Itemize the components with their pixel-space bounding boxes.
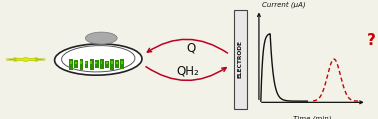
Bar	[121, 61, 123, 64]
Bar	[111, 61, 113, 64]
Bar	[120, 59, 124, 69]
Bar	[95, 62, 98, 64]
Text: Q: Q	[187, 41, 196, 54]
Bar	[79, 59, 83, 69]
Bar	[85, 61, 88, 68]
Bar	[101, 61, 102, 64]
Bar	[80, 61, 82, 64]
FancyArrowPatch shape	[147, 39, 228, 53]
Bar	[70, 59, 73, 70]
Bar	[234, 10, 247, 109]
Text: ELECTRODE: ELECTRODE	[238, 40, 243, 79]
Bar	[95, 60, 99, 68]
Text: Current (μA): Current (μA)	[262, 1, 305, 8]
Ellipse shape	[85, 32, 117, 44]
Bar	[90, 61, 92, 64]
Bar	[100, 59, 104, 69]
Text: Time (min): Time (min)	[293, 116, 331, 119]
Bar	[74, 60, 78, 68]
Bar	[75, 62, 77, 64]
Bar	[90, 59, 93, 70]
Bar	[85, 62, 87, 64]
Bar	[106, 62, 108, 64]
Bar	[115, 60, 119, 68]
Text: QH₂: QH₂	[176, 64, 199, 77]
Polygon shape	[6, 57, 45, 62]
Bar	[116, 62, 118, 64]
Bar	[110, 59, 114, 69]
Text: ?: ?	[367, 33, 376, 48]
Bar	[70, 61, 72, 64]
Ellipse shape	[54, 44, 142, 75]
Bar	[105, 61, 109, 68]
FancyArrowPatch shape	[146, 67, 226, 80]
